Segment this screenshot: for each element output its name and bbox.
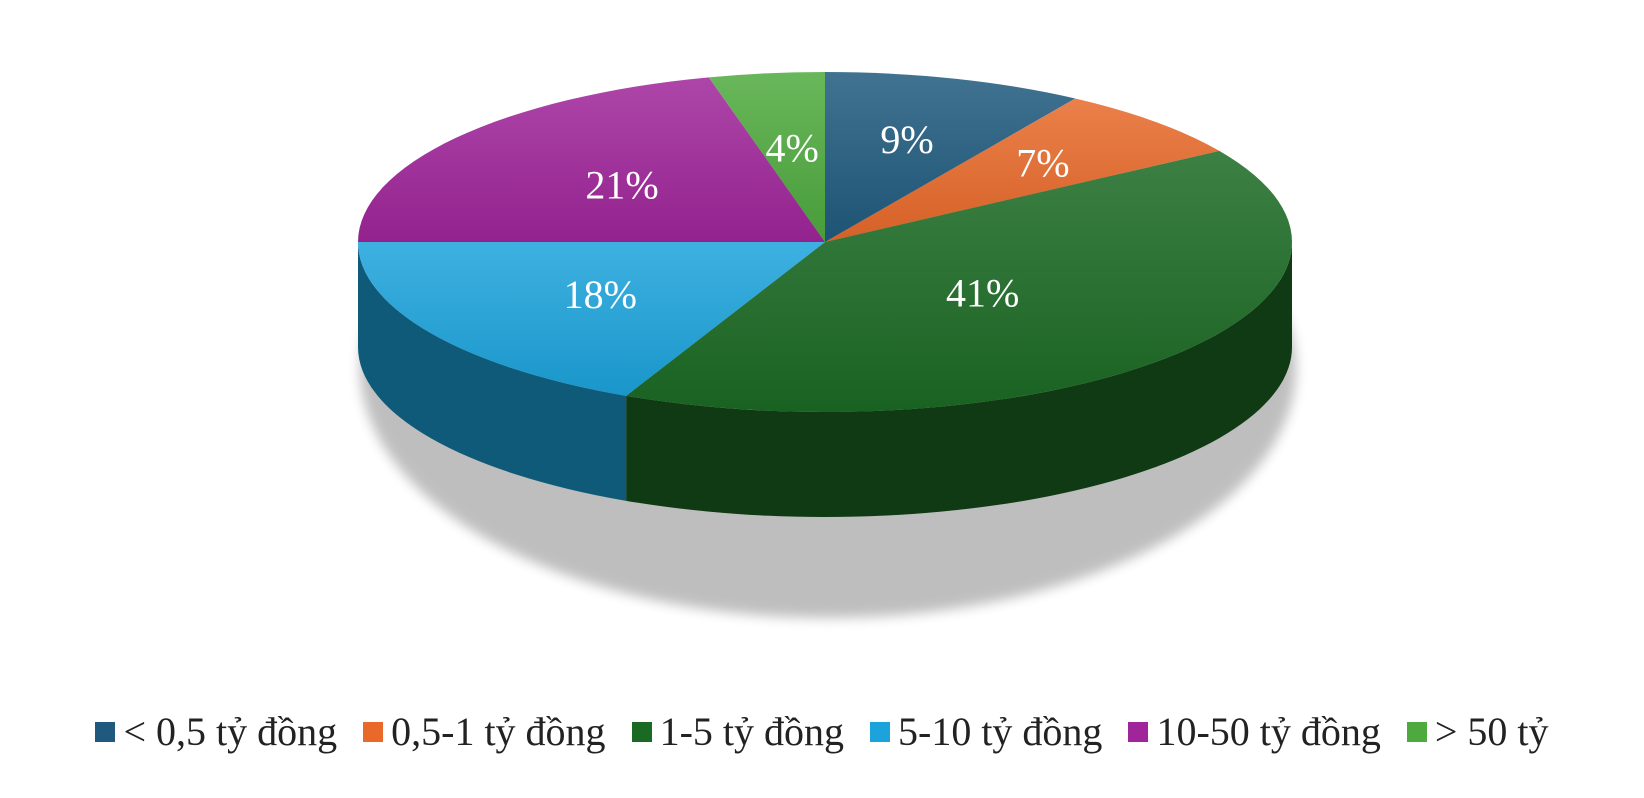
slice-label: 9% bbox=[880, 117, 933, 162]
legend: < 0,5 tỷ đồng 0,5-1 tỷ đồng 1-5 tỷ đồng 5-1… bbox=[0, 708, 1644, 755]
pie-side-18pct bbox=[358, 242, 627, 501]
legend-item: 0,5-1 tỷ đồng bbox=[363, 708, 606, 755]
legend-item: 10-50 tỷ đồng bbox=[1128, 708, 1381, 755]
slice-labels: 9% 7% 41% 18% 21% 4% bbox=[564, 117, 1070, 317]
legend-label: 0,5-1 tỷ đồng bbox=[391, 709, 606, 754]
pie-side-41pct bbox=[626, 242, 1292, 517]
legend-label: 5-10 tỷ đồng bbox=[898, 709, 1103, 754]
legend-label: 10-50 tỷ đồng bbox=[1156, 709, 1381, 754]
legend-label: < 0,5 tỷ đồng bbox=[123, 709, 338, 754]
pie-slice bbox=[358, 77, 825, 242]
legend-swatch bbox=[631, 721, 652, 742]
pie-slice bbox=[708, 72, 825, 242]
pie-chart: 9% 7% 41% 18% 21% 4% bbox=[358, 72, 1296, 618]
legend-swatch bbox=[1406, 721, 1427, 742]
legend-swatch bbox=[1128, 721, 1149, 742]
pie-slice bbox=[626, 150, 1292, 413]
pie-slice bbox=[358, 242, 825, 396]
slice-label: 21% bbox=[585, 163, 658, 208]
legend-label: > 50 tỷ bbox=[1434, 709, 1549, 754]
legend-swatch bbox=[95, 721, 116, 742]
pie-top bbox=[358, 72, 1292, 413]
slice-label: 7% bbox=[1016, 141, 1069, 186]
legend-item: 1-5 tỷ đồng bbox=[631, 708, 844, 755]
legend-item: < 0,5 tỷ đồng bbox=[95, 708, 337, 755]
legend-label: 1-5 tỷ đồng bbox=[659, 709, 844, 754]
pie-sides bbox=[358, 242, 1292, 517]
slice-label: 41% bbox=[946, 271, 1019, 316]
legend-swatch bbox=[363, 721, 384, 742]
legend-item: > 50 tỷ bbox=[1406, 708, 1549, 755]
slice-label: 18% bbox=[564, 272, 637, 317]
pie-slice bbox=[825, 98, 1220, 242]
pie-slice bbox=[825, 72, 1076, 242]
legend-swatch bbox=[870, 721, 890, 742]
slice-label: 4% bbox=[766, 126, 819, 171]
legend-item: 5-10 tỷ đồng bbox=[870, 708, 1102, 755]
